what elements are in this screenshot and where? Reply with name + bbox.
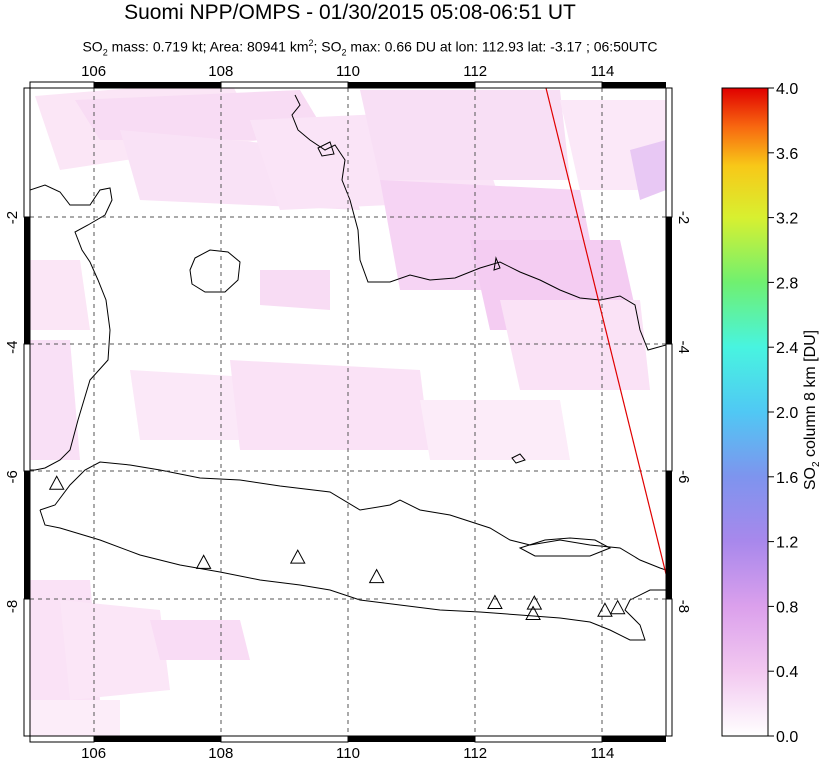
km2-superscript: 2 bbox=[308, 38, 314, 48]
so2-subscript: 2 bbox=[102, 47, 108, 58]
colorbar-tick-label: 0.4 bbox=[776, 664, 798, 681]
colorbar-tick-label: 1.2 bbox=[776, 535, 798, 552]
triangle-icon bbox=[195, 554, 212, 569]
triangle-icon bbox=[525, 605, 541, 621]
lat-tick-left: -8 bbox=[4, 600, 21, 613]
triangle-icon bbox=[487, 594, 503, 610]
triangle-icon bbox=[597, 602, 613, 617]
lat-labels-left: -2 -4 -6 -8 bbox=[4, 211, 21, 613]
so2-subscript-2: 2 bbox=[341, 47, 347, 58]
lon-labels-bottom: 106 108 110 112 114 bbox=[81, 745, 614, 759]
gridlines bbox=[30, 88, 666, 736]
so2-swath-layer bbox=[30, 88, 666, 736]
colorbar-tick-label: 2.4 bbox=[776, 340, 798, 357]
colorbar-ticks: 4.0 3.6 3.2 2.8 2.4 2.0 1.6 1.2 0.8 0.4 0.0 bbox=[768, 81, 798, 746]
java-south-coast bbox=[39, 509, 666, 641]
colorbar-tick-label: 3.2 bbox=[776, 211, 798, 228]
lon-tick-bottom: 108 bbox=[208, 745, 233, 759]
colorbar-label: SO2 column 8 km [DU] bbox=[802, 330, 822, 490]
colorbar-tick-label: 2.8 bbox=[776, 275, 798, 292]
triangle-icon bbox=[368, 568, 385, 584]
lon-tick-bottom: 112 bbox=[463, 745, 487, 759]
bangka-coast bbox=[189, 249, 241, 293]
volcano-layer bbox=[48, 475, 626, 621]
so2-label-2: ; SO bbox=[313, 38, 342, 55]
island-3 bbox=[317, 141, 335, 157]
madura-coast bbox=[518, 537, 612, 557]
colorbar-tick-label: 2.0 bbox=[776, 405, 798, 422]
lon-tick-top: 108 bbox=[208, 63, 233, 80]
map-title: Suomi NPP/OMPS - 01/30/2015 05:08-06:51 … bbox=[124, 1, 576, 24]
lat-tick-right: -2 bbox=[675, 211, 692, 224]
lat-tick-left: -4 bbox=[4, 341, 21, 354]
java-north-coast bbox=[39, 461, 666, 571]
coastline-layer bbox=[30, 94, 666, 641]
lon-tick-bottom: 106 bbox=[81, 745, 106, 759]
lon-tick-bottom: 114 bbox=[590, 745, 614, 759]
swath-edge-line bbox=[545, 87, 667, 575]
map-subtitle: SO2 mass: 0.719 kt; Area: 80941 km2; SO2… bbox=[0, 34, 740, 61]
lon-tick-top: 112 bbox=[463, 63, 487, 80]
lon-tick-bottom: 110 bbox=[336, 745, 360, 759]
colorbar-tick-label: 0.8 bbox=[776, 599, 798, 616]
lon-labels-top: 106 108 110 112 114 bbox=[81, 63, 614, 80]
triangle-icon bbox=[526, 595, 543, 610]
colorbar bbox=[721, 87, 769, 737]
triangle-icon bbox=[48, 475, 65, 490]
colorbar-tick-label: 1.6 bbox=[776, 470, 798, 487]
lon-tick-top: 106 bbox=[81, 63, 106, 80]
colorbar-tick-label: 4.0 bbox=[776, 81, 798, 98]
triangle-icon bbox=[289, 549, 306, 564]
max-text: max: 0.66 DU at lon: 112.93 lat: -3.17 ;… bbox=[346, 38, 658, 55]
mass-area-text: mass: 0.719 kt; Area: 80941 km bbox=[107, 38, 309, 55]
lon-tick-top: 114 bbox=[590, 63, 614, 80]
lat-tick-right: -4 bbox=[675, 341, 692, 354]
colorbar-tick-label: 3.6 bbox=[776, 146, 798, 163]
sumatra-coast bbox=[30, 184, 113, 471]
triangle-icon bbox=[609, 599, 626, 615]
island-1 bbox=[511, 453, 526, 464]
lat-tick-right: -6 bbox=[675, 470, 692, 483]
lon-tick-top: 110 bbox=[336, 63, 360, 80]
lat-tick-right: -8 bbox=[675, 600, 692, 613]
lat-tick-left: -6 bbox=[4, 470, 21, 483]
map-border-marks bbox=[23, 81, 673, 743]
lat-labels-right: -2 -4 -6 -8 bbox=[675, 211, 692, 613]
colorbar-tick-label: 0.0 bbox=[776, 729, 798, 746]
lat-tick-left: -2 bbox=[4, 211, 21, 224]
island-2 bbox=[493, 256, 501, 271]
so2-label: SO bbox=[82, 38, 103, 55]
